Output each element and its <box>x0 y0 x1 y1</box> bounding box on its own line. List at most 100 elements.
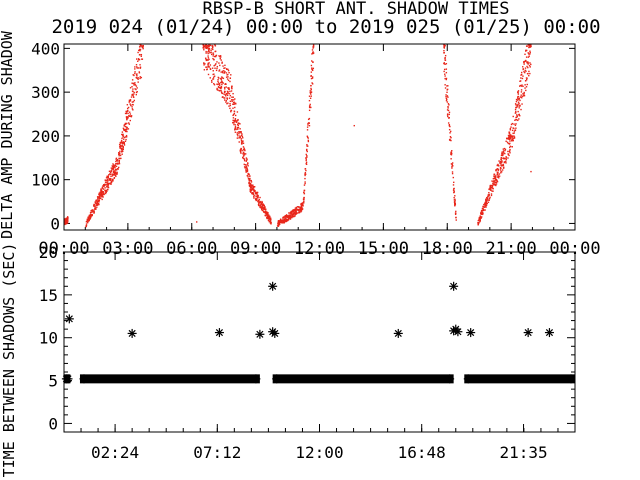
top-data-point <box>104 189 107 192</box>
top-data-point <box>527 66 529 69</box>
top-data-point <box>212 48 214 51</box>
top-data-point <box>526 49 528 52</box>
top-data-point <box>96 203 98 205</box>
top-data-point <box>90 214 92 217</box>
bottom-baseline-band <box>464 374 575 384</box>
top-data-point <box>446 114 449 116</box>
top-data-point <box>221 76 223 78</box>
top-data-point <box>501 160 503 162</box>
top-data-point <box>305 159 307 162</box>
top-data-point <box>220 78 222 80</box>
top-data-point <box>500 164 502 166</box>
top-data-point <box>112 170 115 173</box>
top-data-point <box>517 90 520 92</box>
top-data-point <box>96 202 98 204</box>
top-data-point <box>242 146 245 148</box>
top-data-point <box>246 167 248 169</box>
top-data-point <box>123 129 126 132</box>
top-data-point <box>490 194 493 197</box>
top-data-point <box>119 150 121 153</box>
top-data-point <box>129 100 132 102</box>
top-data-point <box>504 148 507 151</box>
top-data-point <box>255 197 257 200</box>
top-data-point <box>492 181 494 183</box>
top-data-point <box>495 181 498 183</box>
top-data-point <box>231 100 233 103</box>
top-data-point <box>234 106 236 109</box>
top-data-point <box>94 208 96 210</box>
top-data-point <box>107 180 109 182</box>
top-data-point <box>281 219 284 222</box>
top-data-point <box>512 139 514 142</box>
top-data-point <box>118 154 120 157</box>
top-data-point <box>489 187 491 189</box>
top-data-point <box>212 73 214 76</box>
top-data-point <box>447 109 450 112</box>
top-data-point <box>234 129 236 131</box>
top-data-point <box>254 198 257 201</box>
top-x-tick-label: 15:00 <box>358 239 409 259</box>
top-data-point <box>289 215 291 218</box>
top-data-point <box>246 170 249 173</box>
top-data-point <box>241 143 243 145</box>
top-data-point <box>120 146 122 148</box>
top-data-point <box>270 221 272 223</box>
bottom-data-point <box>268 281 278 291</box>
top-data-point <box>284 215 286 218</box>
top-data-point <box>307 118 310 121</box>
top-data-point <box>444 56 446 59</box>
top-data-point <box>452 165 454 167</box>
top-data-point <box>224 90 226 93</box>
top-data-point <box>284 215 287 217</box>
top-data-point <box>211 67 214 69</box>
top-data-point <box>294 211 296 213</box>
top-data-point <box>293 209 296 211</box>
top-data-point <box>223 91 226 94</box>
top-data-point <box>444 77 446 80</box>
top-data-point <box>232 103 234 105</box>
top-data-point <box>309 91 311 94</box>
top-data-point <box>513 137 516 139</box>
top-data-point <box>504 152 506 155</box>
top-data-point <box>264 210 267 213</box>
top-data-point <box>481 211 484 214</box>
top-data-point <box>116 160 119 162</box>
top-data-point <box>206 66 208 68</box>
top-data-point <box>305 169 307 172</box>
top-data-point <box>451 165 453 168</box>
star-stroke <box>252 375 260 383</box>
top-data-point <box>65 221 68 224</box>
top-data-point <box>516 115 519 117</box>
top-data-point <box>105 184 107 186</box>
top-data-point <box>228 97 231 99</box>
top-data-point <box>249 184 251 186</box>
top-data-point <box>455 219 457 221</box>
top-data-point <box>135 74 138 76</box>
top-data-point <box>247 162 249 164</box>
top-data-point <box>482 207 484 209</box>
top-data-point <box>268 214 270 216</box>
top-data-point <box>454 203 457 206</box>
top-data-point <box>288 215 291 217</box>
top-data-point <box>443 50 445 52</box>
top-data-point <box>138 72 141 74</box>
top-data-point <box>218 77 220 79</box>
top-data-point <box>100 194 102 196</box>
top-data-point <box>298 209 301 211</box>
top-data-point <box>454 213 457 216</box>
top-data-point <box>528 46 530 49</box>
top-data-point <box>447 115 449 118</box>
top-data-point <box>246 158 248 160</box>
top-data-point <box>250 181 253 183</box>
top-data-point <box>207 63 209 66</box>
top-data-point <box>115 165 118 168</box>
top-data-point <box>484 201 487 203</box>
top-data-point <box>454 198 456 201</box>
top-data-point <box>514 108 517 111</box>
top-data-point <box>240 132 242 134</box>
top-data-point <box>117 168 119 170</box>
top-data-point <box>249 189 252 191</box>
top-data-point <box>522 85 524 88</box>
top-y-tick-label: 0 <box>50 214 60 233</box>
